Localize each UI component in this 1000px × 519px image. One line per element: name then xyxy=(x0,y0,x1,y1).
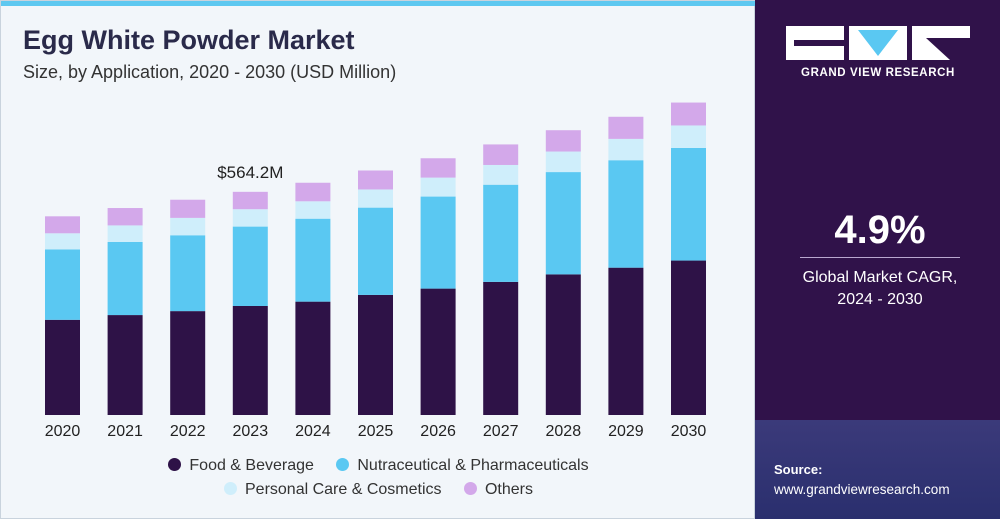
legend-label: Personal Care & Cosmetics xyxy=(245,481,442,498)
x-tick-label: 2030 xyxy=(671,423,707,440)
bar-2030-series-0 xyxy=(671,260,706,415)
bar-2022-series-0 xyxy=(170,311,206,415)
legend-swatch xyxy=(224,482,237,495)
bar-2020-series-2 xyxy=(45,233,80,250)
source-link[interactable]: www.grandviewresearch.com xyxy=(774,482,950,497)
legend-item-personal-care: Personal Care & Cosmetics xyxy=(224,481,442,499)
legend-row-1: Food & Beverage Nutraceutical & Pharmace… xyxy=(1,457,756,479)
bar-2022-series-3 xyxy=(170,199,206,218)
x-tick-label: 2024 xyxy=(295,423,331,440)
bar-2028-series-3 xyxy=(545,130,581,152)
x-tick-label: 2023 xyxy=(233,423,269,440)
bar-2029-series-0 xyxy=(608,267,644,415)
bar-2030-series-3 xyxy=(671,102,706,126)
sidebar-footer xyxy=(755,420,1000,519)
legend-label: Others xyxy=(484,481,533,498)
bar-2028-series-2 xyxy=(545,151,581,173)
legend-item-food-beverage: Food & Beverage xyxy=(168,457,314,475)
bar-2028-series-1 xyxy=(545,172,581,275)
x-tick-label: 2029 xyxy=(608,423,644,440)
bar-2025-series-2 xyxy=(358,189,393,208)
legend-item-others: Others xyxy=(463,481,533,499)
chart-panel: Egg White Powder Market Size, by Applica… xyxy=(0,0,756,519)
bar-2023-series-2 xyxy=(232,209,268,227)
legend-swatch xyxy=(168,458,182,471)
cagr-label: Global Market CAGR, 2024 - 2030 xyxy=(780,267,980,311)
bar-2023-series-0 xyxy=(232,305,268,415)
bar-2026-series-2 xyxy=(420,177,456,197)
bar-2026-series-1 xyxy=(420,196,456,289)
legend-row-2: Personal Care & Cosmetics Others xyxy=(1,481,756,503)
bar-2020-series-1 xyxy=(45,249,80,320)
x-tick-label: 2028 xyxy=(546,423,582,440)
stacked-bar-chart: 2020 2021 2022 2023 2024 2025 2026 2027 2028 2029… xyxy=(45,102,707,440)
bar-2029-series-2 xyxy=(608,138,644,161)
x-tick-label: 2020 xyxy=(45,423,81,440)
bar-2021-series-0 xyxy=(107,315,143,415)
bar-2027-series-0 xyxy=(483,281,519,415)
legend-label: Nutraceutical & Pharmaceuticals xyxy=(357,457,589,474)
x-tick-label: 2025 xyxy=(358,423,394,440)
bar-2027-series-2 xyxy=(483,164,519,185)
legend-swatch xyxy=(336,458,350,471)
divider xyxy=(800,257,960,258)
x-tick-label: 2026 xyxy=(420,423,456,440)
bar-2025-series-1 xyxy=(358,207,393,295)
cagr-label-line2: 2024 - 2030 xyxy=(837,291,923,308)
bar-2021-series-1 xyxy=(107,241,143,316)
source-label: Source: xyxy=(774,462,823,477)
bar-2024-series-2 xyxy=(295,201,331,219)
bar-2020-series-3 xyxy=(45,216,80,234)
bar-2021-series-2 xyxy=(107,225,143,242)
bar-2024-series-1 xyxy=(295,218,331,302)
legend-swatch xyxy=(463,482,477,495)
chart-subtitle: Size, by Application, 2020 - 2030 (USD M… xyxy=(23,62,397,82)
cagr-label-line1: Global Market CAGR, xyxy=(802,269,958,286)
bar-2021-series-3 xyxy=(107,208,143,226)
bar-2023-series-3 xyxy=(232,191,268,210)
x-tick-label: 2022 xyxy=(170,423,206,440)
data-label: $564.2M xyxy=(217,163,283,182)
bar-2028-series-0 xyxy=(545,274,581,415)
bar-2022-series-1 xyxy=(170,235,206,312)
x-tick-label: 2027 xyxy=(483,423,519,440)
bar-2025-series-0 xyxy=(358,294,393,415)
bar-2027-series-1 xyxy=(483,184,519,282)
bar-2026-series-0 xyxy=(420,288,456,415)
grand-view-research-logo-icon xyxy=(786,26,970,60)
bar-2027-series-3 xyxy=(483,144,519,165)
legend-label: Food & Beverage xyxy=(189,457,314,474)
bar-2030-series-1 xyxy=(671,147,706,261)
x-tick-label: 2021 xyxy=(107,423,143,440)
bar-2029-series-1 xyxy=(608,160,644,268)
chart-title: Egg White Powder Market xyxy=(23,25,355,55)
cagr-value: 4.9% xyxy=(834,208,926,252)
bar-2029-series-3 xyxy=(608,116,644,139)
bar-2023-series-1 xyxy=(232,226,268,306)
bar-2030-series-2 xyxy=(671,125,706,148)
accent-bar xyxy=(1,1,756,6)
bar-2022-series-2 xyxy=(170,217,206,236)
bar-2020-series-0 xyxy=(45,319,80,415)
bar-2024-series-3 xyxy=(295,182,331,202)
brand-name: GRAND VIEW RESEARCH xyxy=(801,67,955,79)
bar-2026-series-3 xyxy=(420,158,456,178)
bar-2025-series-3 xyxy=(358,170,393,190)
bar-2024-series-0 xyxy=(295,301,331,415)
legend-item-nutraceutical: Nutraceutical & Pharmaceuticals xyxy=(336,457,589,475)
